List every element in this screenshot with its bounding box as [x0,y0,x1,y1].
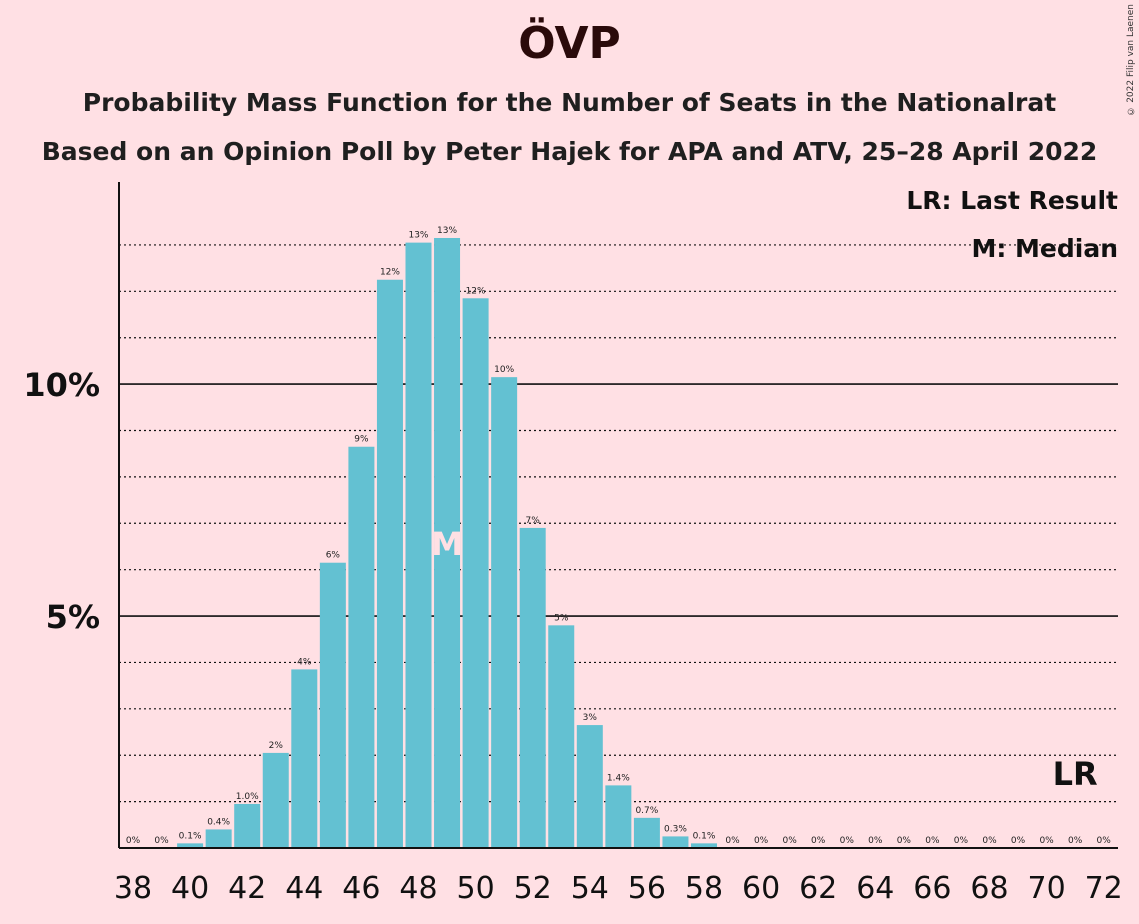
bar-label-39: 0% [154,836,169,846]
bar-label-45: 6% [326,551,341,561]
bar-label-56: 0.7% [635,806,658,816]
bar-label-71: 0% [1068,836,1083,846]
bar-45 [319,562,346,848]
y-tick-5: 5% [46,598,100,636]
bar-42 [234,803,261,848]
x-tick-54: 54 [571,871,609,906]
bar-52 [519,527,546,848]
bar-label-61: 0% [783,836,798,846]
bar-label-57: 0.3% [664,824,687,834]
x-tick-48: 48 [399,871,437,906]
bar-label-63: 0% [840,836,855,846]
bar-label-46: 9% [354,435,369,445]
x-tick-58: 58 [685,871,723,906]
bar-label-69: 0% [1011,836,1026,846]
bar-50 [462,298,489,849]
bar-46 [348,446,375,848]
bar-label-42: 1.0% [236,792,259,802]
x-tick-60: 60 [742,871,780,906]
bar-43 [262,752,289,848]
bar-label-60: 0% [754,836,769,846]
bar-label-50: 12% [466,286,486,296]
bar-label-40: 0.1% [179,831,202,841]
bar-label-68: 0% [982,836,997,846]
bar-label-52: 7% [526,516,541,526]
bar-label-51: 10% [494,365,514,375]
grid-lines [119,244,1118,803]
bar-label-41: 0.4% [207,817,230,827]
bar-label-44: 4% [297,657,312,667]
bar-label-55: 1.4% [607,773,630,783]
bar-label-43: 2% [269,741,284,751]
bar-label-54: 3% [583,713,598,723]
x-tick-44: 44 [285,871,323,906]
bar-labels: 0% 0% 0.1% 0.4% 1.0% 2% 4% 6% 9% 12% 13% 13% 12% 10% 7… [126,226,1111,846]
bar-54 [576,725,603,848]
bar-label-49: 13% [437,226,457,236]
x-tick-50: 50 [457,871,495,906]
x-tick-56: 56 [628,871,666,906]
x-tick-46: 46 [342,871,380,906]
x-tick-52: 52 [514,871,552,906]
last-result-marker: LR [1053,755,1098,793]
y-axis: 5% 10% [23,182,120,848]
x-tick-42: 42 [228,871,266,906]
bar-label-70: 0% [1039,836,1054,846]
bars [177,237,717,849]
bar-41 [205,829,232,848]
bar-label-62: 0% [811,836,826,846]
x-tick-62: 62 [799,871,837,906]
bar-label-48: 13% [408,231,428,241]
bar-49 [434,237,461,849]
bar-58 [691,843,717,848]
x-tick-66: 66 [913,871,951,906]
bar-44 [291,669,318,848]
bar-label-67: 0% [954,836,969,846]
x-tick-70: 70 [1028,871,1066,906]
bar-48 [405,242,432,848]
y-tick-10: 10% [23,366,100,404]
x-tick-72: 72 [1085,871,1123,906]
bar-label-64: 0% [868,836,883,846]
bar-57 [662,836,689,848]
bar-label-65: 0% [897,836,912,846]
bar-51 [491,377,518,848]
x-tick-38: 38 [114,871,152,906]
x-tick-64: 64 [856,871,894,906]
bar-47 [376,279,403,849]
x-axis: 38 40 42 44 46 48 50 52 54 56 58 60 62 64 66 68 70 72 [114,847,1123,906]
bar-label-53: 5% [554,613,569,623]
bar-55 [605,785,632,848]
bar-53 [548,625,575,848]
bar-56 [633,817,660,848]
chart-title: ÖVP [518,18,621,69]
x-tick-40: 40 [171,871,209,906]
legend-median: M: Median [971,234,1118,263]
median-marker: M [431,525,463,563]
bar-40 [177,843,204,848]
bar-label-38: 0% [126,836,141,846]
bar-label-58: 0.1% [693,831,716,841]
legend-last-result: LR: Last Result [906,186,1118,215]
bar-label-59: 0% [725,836,740,846]
chart-subtitle-1: Probability Mass Function for the Number… [82,88,1057,117]
bar-label-72: 0% [1097,836,1112,846]
bar-label-47: 12% [380,268,400,278]
chart-subtitle-2: Based on an Opinion Poll by Peter Hajek … [41,137,1098,166]
x-tick-68: 68 [970,871,1008,906]
bar-label-66: 0% [925,836,940,846]
